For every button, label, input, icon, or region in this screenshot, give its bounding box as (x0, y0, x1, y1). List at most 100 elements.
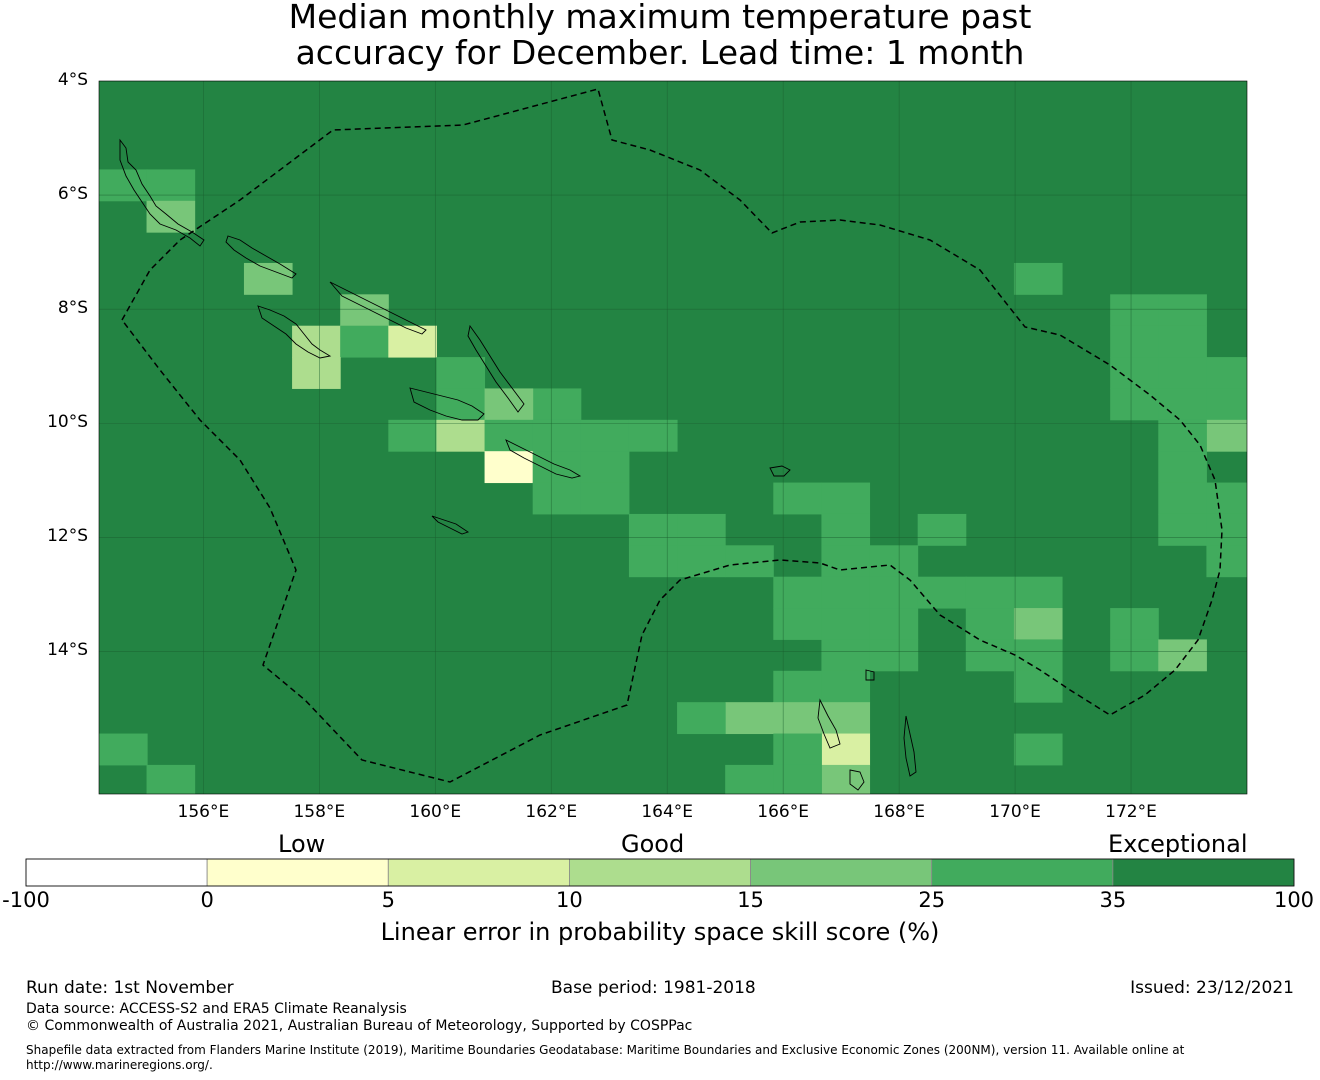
grid-cell (965, 576, 1015, 609)
grid-cell (677, 545, 726, 578)
grid-cell (146, 200, 196, 233)
colorbar-frame (25, 858, 1295, 887)
latitude-label: 14°S (47, 640, 88, 661)
grid-cell (965, 639, 1015, 672)
grid-cell (1013, 733, 1063, 766)
grid-cell (628, 545, 678, 578)
grid-cell (773, 764, 822, 794)
grid-cell (869, 576, 919, 609)
latitude-label: 8°S (57, 298, 88, 319)
longitude-label: 162°E (525, 802, 578, 822)
grid-cell (1110, 608, 1159, 640)
latitude-label: 12°S (47, 526, 88, 547)
grid-cell (1158, 451, 1207, 484)
colorbar-segment (750, 858, 933, 887)
grid-cell (532, 419, 582, 452)
grid-cell (532, 388, 582, 421)
grid-cell (436, 419, 486, 452)
grid-cell (1110, 639, 1159, 672)
colorbar-tick-label: 25 (918, 888, 946, 912)
grid-cell (292, 357, 341, 389)
grid-cell (1206, 482, 1247, 515)
grid-cell (821, 764, 871, 794)
coastline-bougainville (119, 138, 205, 247)
colorbar-segment (1112, 858, 1295, 887)
base-period: Base period: 1981-2018 (551, 978, 756, 998)
chart-title-line-1: Median monthly maximum temperature past (288, 0, 1032, 36)
run-date: Run date: 1st November (26, 978, 234, 998)
grid-cell (821, 608, 871, 640)
grid-cell (532, 482, 582, 515)
longitude-label: 158°E (293, 802, 346, 822)
grid-cell (1013, 639, 1063, 672)
copyright: © Commonwealth of Australia 2021, Austra… (26, 1018, 693, 1034)
grid-cell (484, 388, 534, 421)
grid-cell (243, 262, 293, 295)
data-source: Data source: ACCESS-S2 and ERA5 Climate … (26, 1001, 407, 1017)
category-label-low: Low (278, 830, 326, 858)
grid-cell (1013, 608, 1063, 640)
colorbar-tick-label: 10 (556, 888, 583, 912)
grid-cell (773, 670, 822, 703)
grid-cell (1206, 545, 1247, 578)
grid-cell (773, 702, 822, 735)
shapefile-credit-line-1: Shapefile data extracted from Flanders M… (26, 1043, 1185, 1057)
coastline-vanuatu-north (903, 715, 917, 777)
longitude-label: 166°E (757, 802, 809, 822)
colorbar-tick-label: 15 (737, 888, 764, 912)
grid-cell (628, 419, 678, 452)
grid-cell (628, 513, 678, 546)
coastline-banks-islands (865, 669, 875, 681)
grid-cell (821, 670, 871, 703)
grid-cell (1013, 262, 1063, 295)
grid-cell (1206, 419, 1247, 452)
grid-cell (1158, 325, 1207, 358)
grid-cell (1158, 482, 1207, 515)
longitude-label: 168°E (873, 802, 925, 822)
grid-cell (99, 733, 148, 766)
grid-cell (677, 702, 726, 735)
grid-cell (821, 545, 871, 578)
grid-cell (1158, 513, 1207, 546)
colorbar-segment (206, 858, 389, 887)
grid-cell (1158, 388, 1207, 421)
issued-date: Issued: 23/12/2021 (1130, 978, 1294, 998)
grid-cell (146, 764, 196, 794)
grid-cell (917, 576, 967, 609)
colorbar-tick-label: 0 (200, 888, 214, 912)
grid-cell (725, 702, 774, 735)
grid-cell (580, 482, 630, 515)
colorbar-segment (931, 858, 1114, 887)
grid-cell (436, 357, 486, 389)
longitude-label: 156°E (177, 802, 230, 822)
grid-cell (773, 482, 822, 515)
coastline-malaita (467, 324, 525, 413)
grid-cell (1110, 388, 1159, 421)
grid-cell (869, 639, 919, 672)
grid-cell (677, 513, 726, 546)
map-frame (98, 80, 1248, 795)
longitude-label: 172°E (1105, 802, 1157, 822)
grid-cell (869, 545, 919, 578)
coastline-malakula (849, 769, 865, 791)
grid-cell (146, 169, 196, 202)
grid-cell (1110, 325, 1159, 358)
grid-cell (869, 608, 919, 640)
longitude-label: 160°E (409, 802, 462, 822)
coastline-espiritu-santo (817, 698, 841, 749)
grid-cell (292, 325, 341, 358)
grid-cell (580, 419, 630, 452)
grid-cell (99, 169, 148, 202)
grid-cell (1206, 388, 1247, 421)
graticule (99, 81, 1247, 794)
grid-cell (821, 482, 871, 515)
colorbar-title: Linear error in probability space skill … (380, 918, 940, 946)
grid-cell (484, 451, 534, 484)
grid-cell (580, 451, 630, 484)
category-label-good: Good (621, 830, 685, 858)
latitude-label: 10°S (47, 412, 88, 433)
grid-cell (532, 451, 582, 484)
grid-cell (1110, 294, 1159, 327)
grid-cell (773, 608, 822, 640)
